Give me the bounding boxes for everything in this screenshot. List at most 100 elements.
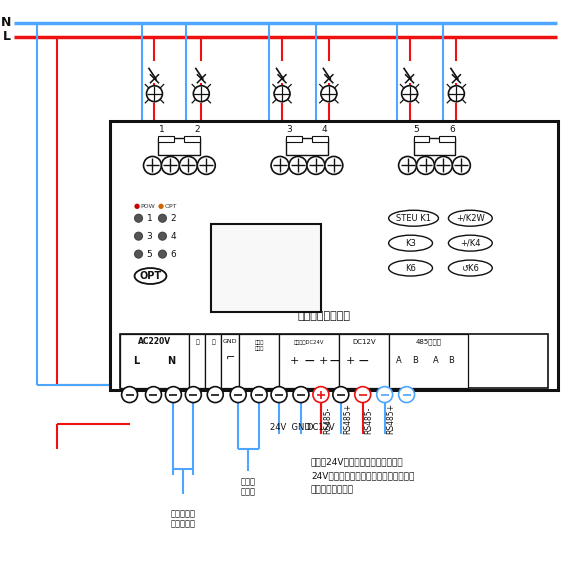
Text: STEU K1: STEU K1 — [396, 214, 431, 223]
Circle shape — [399, 386, 415, 403]
Text: RS485+: RS485+ — [387, 403, 396, 434]
Text: ↺K6: ↺K6 — [461, 263, 479, 272]
Text: 4: 4 — [170, 232, 176, 241]
Bar — [222, 334, 239, 388]
Circle shape — [271, 157, 289, 175]
Text: +: + — [319, 356, 328, 366]
Text: 1: 1 — [158, 125, 164, 134]
Circle shape — [416, 157, 435, 175]
Text: N: N — [1, 16, 11, 29]
Text: 6: 6 — [449, 125, 456, 134]
Bar — [312, 136, 328, 141]
Text: OPT: OPT — [165, 204, 177, 209]
Text: L: L — [133, 356, 140, 366]
Text: 智能照明时控模块: 智能照明时控模块 — [298, 311, 350, 321]
Circle shape — [144, 157, 161, 175]
Text: 4: 4 — [322, 125, 328, 134]
Bar — [189, 334, 205, 388]
Circle shape — [453, 157, 470, 175]
Text: 1: 1 — [147, 214, 152, 223]
Circle shape — [293, 386, 309, 403]
Text: 消防输入DC24V: 消防输入DC24V — [294, 340, 324, 345]
Circle shape — [435, 157, 453, 175]
Text: OPT: OPT — [139, 271, 161, 281]
Text: A: A — [433, 356, 438, 365]
Text: L: L — [3, 31, 11, 44]
Bar — [414, 136, 429, 141]
Bar — [414, 137, 456, 155]
Bar — [339, 334, 389, 388]
Circle shape — [158, 232, 166, 240]
Circle shape — [325, 157, 343, 175]
Circle shape — [147, 86, 162, 102]
Text: 喏: 喏 — [211, 339, 215, 345]
Circle shape — [399, 157, 416, 175]
Circle shape — [274, 86, 290, 102]
Ellipse shape — [135, 268, 166, 284]
Text: 3: 3 — [147, 232, 152, 241]
Circle shape — [193, 86, 209, 102]
Text: K3: K3 — [405, 238, 416, 247]
Text: 消信反
导号端: 消信反 导号端 — [254, 340, 264, 351]
Circle shape — [321, 86, 337, 102]
Bar — [158, 137, 201, 155]
Bar — [239, 334, 279, 388]
Text: 消防干接点
或外接总开: 消防干接点 或外接总开 — [171, 509, 196, 529]
Text: B: B — [412, 356, 419, 365]
Text: ●: ● — [157, 203, 164, 209]
Bar — [211, 224, 321, 312]
Bar — [120, 334, 189, 388]
Bar — [158, 136, 174, 141]
Text: RS485+: RS485+ — [343, 403, 352, 434]
Circle shape — [333, 386, 349, 403]
Text: −: − — [303, 354, 315, 368]
Bar — [440, 136, 456, 141]
Ellipse shape — [389, 235, 432, 251]
Text: +/K4: +/K4 — [460, 238, 481, 247]
Bar — [286, 137, 328, 155]
Text: DC12V: DC12V — [352, 339, 375, 345]
Bar — [110, 120, 558, 390]
Text: 5: 5 — [414, 125, 419, 134]
Text: 485数据口: 485数据口 — [416, 338, 441, 345]
Text: ⌐: ⌐ — [225, 354, 235, 364]
Circle shape — [185, 386, 201, 403]
Text: +: + — [346, 356, 356, 366]
Text: B: B — [449, 356, 454, 365]
Text: ●: ● — [133, 203, 140, 209]
Ellipse shape — [448, 260, 492, 276]
Text: 2: 2 — [170, 214, 176, 223]
Text: AC220V: AC220V — [138, 337, 171, 346]
Circle shape — [313, 386, 329, 403]
Text: −: − — [329, 354, 341, 368]
Text: RS485-: RS485- — [365, 407, 374, 434]
Bar — [120, 334, 548, 388]
Circle shape — [289, 157, 307, 175]
Circle shape — [448, 86, 465, 102]
Text: A: A — [396, 356, 402, 365]
Bar — [185, 136, 201, 141]
Circle shape — [158, 250, 166, 258]
Text: 3: 3 — [286, 125, 292, 134]
Text: 6: 6 — [170, 250, 176, 259]
Circle shape — [135, 214, 143, 222]
Text: 当消防24V输入时模块强启或强切，
24V断开时模块恢复执行原状态（可选择
消防强启，强切）: 当消防24V输入时模块强启或强切， 24V断开时模块恢复执行原状态（可选择 消防… — [311, 458, 414, 494]
Circle shape — [207, 386, 223, 403]
Bar — [279, 334, 339, 388]
Text: +/K2W: +/K2W — [456, 214, 485, 223]
Text: +: + — [289, 356, 299, 366]
Text: 2: 2 — [194, 125, 200, 134]
Text: DC12V: DC12V — [307, 423, 335, 432]
Circle shape — [179, 157, 197, 175]
Circle shape — [122, 386, 137, 403]
Text: RS485-: RS485- — [323, 407, 332, 434]
Ellipse shape — [448, 210, 492, 226]
Text: GND: GND — [223, 340, 237, 344]
Circle shape — [377, 386, 392, 403]
Circle shape — [355, 386, 371, 403]
Circle shape — [165, 386, 181, 403]
Text: K6: K6 — [405, 263, 416, 272]
Circle shape — [135, 232, 143, 240]
Circle shape — [158, 214, 166, 222]
Bar — [286, 136, 302, 141]
